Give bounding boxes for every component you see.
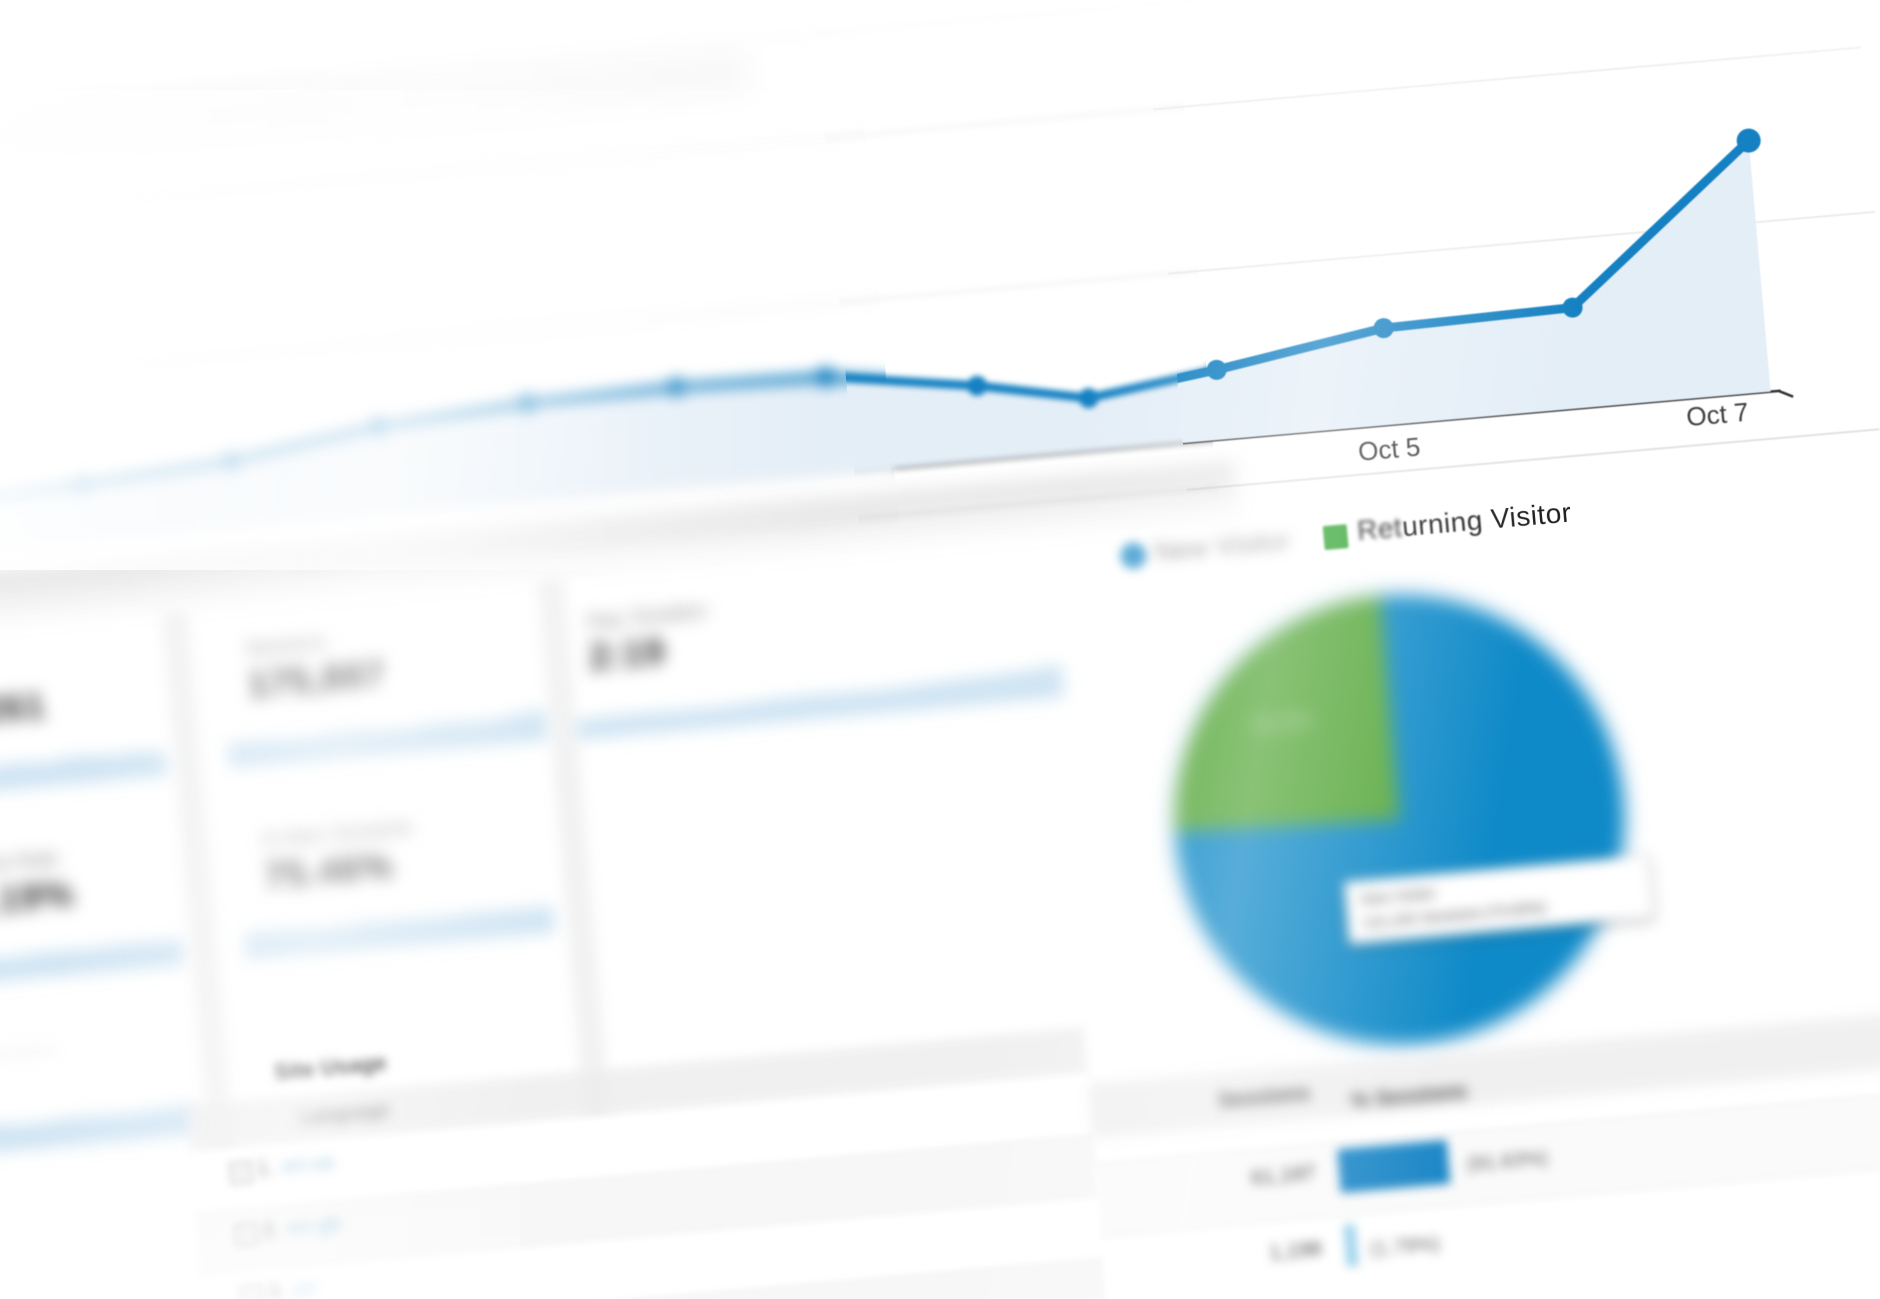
pie-slice-returning-visitor[interactable] (1157, 596, 1400, 839)
legend-returning-visitor-label[interactable]: Returning Visitor (1355, 496, 1573, 547)
metric-card-bounce-rate: Bounce Rate 42.19% (0, 819, 192, 1010)
metric-sparkline (0, 938, 185, 986)
metric-card-avg-duration: Avg. Duration 2:19 (564, 552, 1067, 764)
trend-data-point[interactable] (1562, 297, 1584, 319)
language-row-link[interactable]: 3. en (266, 1276, 318, 1299)
metric-sparkline (0, 751, 169, 797)
trend-data-point[interactable] (1078, 387, 1100, 409)
metric-value: 42.19% (0, 872, 76, 925)
metric-card-users: Users 45,261 (0, 630, 175, 821)
metric-label: Avg. Duration (585, 600, 708, 633)
metric-card-new-sessions: % New Sessions 75.46% (234, 786, 568, 983)
x-tick-oct7: Oct 7 (1685, 397, 1750, 432)
row-checkbox[interactable] (227, 1159, 254, 1186)
trend-data-point[interactable] (1373, 317, 1395, 339)
pie-slice-new-visitor[interactable] (1157, 577, 1642, 1062)
metric-sparkline (574, 663, 1065, 741)
legend-new-visitor-label[interactable]: New Visitor (1152, 525, 1292, 567)
x-tick-oct5: Oct 5 (1357, 431, 1422, 466)
metric-sparkline (244, 905, 556, 960)
metric-card-partial: Pageviews (0, 1008, 205, 1159)
trend-data-point[interactable] (1206, 359, 1228, 381)
metric-value: 45,261 (0, 684, 48, 736)
legend-new-visitor-swatch[interactable] (1119, 541, 1148, 570)
trend-data-point[interactable] (1736, 128, 1762, 154)
row-checkbox[interactable] (238, 1283, 265, 1299)
pie-slice-percentage: 25.37% (1252, 711, 1311, 735)
metric-value: 175,887 (246, 652, 387, 706)
metric-label: Sessions (244, 631, 328, 661)
visitor-type-pie-chart: 25.37% (1157, 577, 1642, 1062)
metric-value: 75.46% (263, 844, 395, 897)
metric-sparkline (227, 708, 549, 769)
metric-card-sessions: Sessions 175,887 (217, 595, 551, 792)
metric-value: 2:19 (587, 630, 667, 678)
pie-halo (1165, 585, 1634, 1054)
table-tab-site-usage[interactable]: Site Usage (273, 1049, 388, 1085)
metric-label: Pageviews (0, 1038, 58, 1069)
trend-data-point[interactable] (815, 366, 837, 388)
trend-data-point[interactable] (966, 375, 988, 397)
row-checkbox[interactable] (233, 1221, 260, 1248)
metric-sparkline (0, 1104, 198, 1156)
legend-returning-visitor-swatch[interactable] (1322, 524, 1349, 551)
